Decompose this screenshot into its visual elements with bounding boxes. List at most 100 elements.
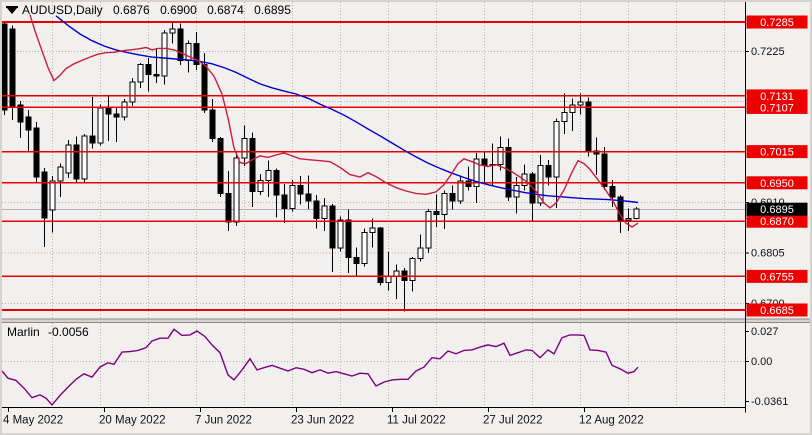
x-axis-tick-label: 11 Jul 2022 <box>387 415 446 427</box>
candle-bearish <box>377 227 384 284</box>
candle-bullish <box>441 192 448 215</box>
candle-bullish <box>361 232 368 264</box>
candle-bearish <box>225 192 232 223</box>
indicator-name: Marlin <box>7 325 40 339</box>
candle-bullish <box>241 138 248 159</box>
candle-bearish <box>305 193 312 202</box>
candle-bearish <box>17 104 24 123</box>
candle-bullish <box>169 28 176 34</box>
indicator-scale-label: 0.00 <box>751 356 772 368</box>
y-axis-tick-label: 0.6805 <box>751 247 785 259</box>
candle-bearish <box>281 194 288 210</box>
candle-bullish <box>65 144 72 174</box>
candle-bearish <box>617 196 624 221</box>
candle-bearish <box>177 28 184 61</box>
price-level-label-box[interactable] <box>746 303 808 317</box>
indicator-scale-label: 0.027 <box>751 326 779 338</box>
candle-bearish <box>601 153 608 188</box>
price-level-label-box[interactable] <box>746 100 808 114</box>
candle-bearish <box>249 138 256 192</box>
indicator-value: -0.0056 <box>48 325 89 339</box>
candle-bearish <box>449 192 456 202</box>
candle-bullish <box>569 104 576 114</box>
ma-red-line <box>29 14 639 228</box>
candle-bearish <box>313 200 320 219</box>
current-price-label-box <box>746 202 808 216</box>
grid-lines <box>2 2 745 406</box>
price-level-label[interactable]: 0.6950 <box>760 178 794 190</box>
candle-bullish <box>409 258 416 282</box>
candle-bearish <box>201 64 208 111</box>
candle-bearish <box>297 185 304 195</box>
candle-bullish <box>137 64 144 83</box>
dropdown-bar <box>6 6 18 8</box>
price-level-label-box[interactable] <box>746 15 808 29</box>
ma-blue-line <box>55 15 639 204</box>
price-level-label-box[interactable] <box>746 176 808 190</box>
dropdown-triangle <box>7 8 17 14</box>
price-level-label[interactable]: 0.7015 <box>760 147 794 159</box>
candle-bullish <box>417 247 424 260</box>
candle-bearish <box>73 144 80 180</box>
ohlc-open: 0.6876 <box>113 3 150 17</box>
price-level-label-box[interactable] <box>746 269 808 283</box>
panel-splitter[interactable] <box>0 319 812 323</box>
candle-bearish <box>481 158 488 167</box>
candle-bearish <box>2 23 8 111</box>
candle-bearish <box>25 116 32 131</box>
candle-bearish <box>433 211 440 215</box>
symbol-dropdown-icon[interactable] <box>6 6 18 16</box>
candle-bullish <box>57 166 64 182</box>
candle-bullish <box>537 165 544 204</box>
candle-bullish <box>161 32 168 77</box>
candle-bullish <box>457 180 464 202</box>
indicator-scale-label: -0.0361 <box>751 396 788 408</box>
candle-bearish <box>41 171 48 219</box>
ohlc-close: 0.6895 <box>254 3 291 17</box>
ohlc-high: 0.6900 <box>160 3 197 17</box>
price-level-label-box[interactable] <box>746 214 808 228</box>
candle-bullish <box>369 227 376 234</box>
candle-bullish <box>497 146 504 166</box>
symbol-period-label: AUDUSD,Daily <box>22 3 103 17</box>
candle-bearish <box>353 257 360 264</box>
y-axis-tick-label: 0.7225 <box>751 46 785 58</box>
candle-bullish <box>625 217 632 221</box>
candle-bearish <box>217 138 224 194</box>
candle-bearish <box>209 109 216 140</box>
price-level-label-box[interactable] <box>746 89 808 103</box>
candle-bullish <box>265 169 272 181</box>
price-level-label-box[interactable] <box>746 145 808 159</box>
candle-bullish <box>425 211 432 249</box>
candle-bearish <box>145 64 152 75</box>
marlin-indicator-line <box>2 328 639 406</box>
price-level-label[interactable]: 0.7107 <box>760 102 794 114</box>
indicator-label: Marlin -0.0056 <box>7 325 94 339</box>
candle-bearish <box>33 127 40 178</box>
price-level-label[interactable]: 0.7285 <box>760 17 794 29</box>
candle-bearish <box>585 101 592 152</box>
ohlc-low: 0.6874 <box>207 3 244 17</box>
price-level-label[interactable]: 0.7131 <box>760 91 794 103</box>
candle-bullish <box>49 180 56 211</box>
price-level-label[interactable]: 0.6870 <box>760 216 794 228</box>
x-axis-tick-label: 27 Jul 2022 <box>483 415 542 427</box>
price-level-label[interactable]: 0.6755 <box>760 271 794 283</box>
price-level-label[interactable]: 0.6685 <box>760 305 794 317</box>
candle-bearish <box>89 135 96 144</box>
candle-bearish <box>345 219 352 259</box>
candle-bearish <box>545 165 552 178</box>
candle-bearish <box>609 186 616 198</box>
candle-bullish <box>81 135 88 180</box>
candle-bullish <box>473 158 480 188</box>
x-axis-tick-label: 7 Jun 2022 <box>195 415 252 427</box>
candle-bearish <box>193 43 200 66</box>
candle-bullish <box>97 107 104 144</box>
x-axis-tick-label: 23 Jun 2022 <box>291 415 354 427</box>
candle-bullish <box>553 120 560 178</box>
candle-bullish <box>633 208 640 219</box>
